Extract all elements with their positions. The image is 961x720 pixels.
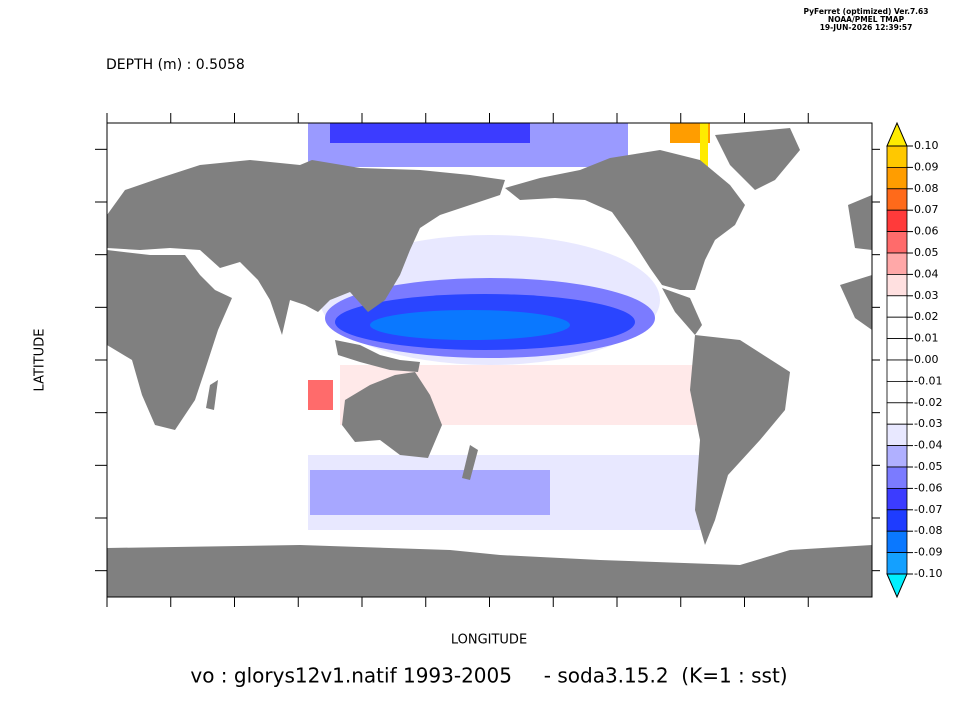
greenland bbox=[715, 128, 800, 190]
colorbar-label: 0.00 bbox=[914, 353, 939, 366]
south-america bbox=[690, 335, 790, 545]
europe-east bbox=[848, 195, 872, 250]
colorbar-segment bbox=[886, 188, 908, 211]
eurasia bbox=[107, 160, 505, 335]
colorbar-label: -0.09 bbox=[914, 546, 942, 559]
data-field bbox=[308, 123, 710, 530]
colorbar-segment bbox=[886, 231, 908, 254]
colorbar-label: 0.03 bbox=[914, 289, 939, 302]
field-blob bbox=[370, 310, 570, 340]
colorbar-segment bbox=[886, 402, 908, 425]
colorbar-under bbox=[886, 573, 908, 599]
australia bbox=[342, 372, 442, 458]
field-band bbox=[310, 470, 550, 515]
colorbar-segment bbox=[886, 423, 908, 447]
north-america bbox=[505, 150, 745, 290]
colorbar-label: 0.08 bbox=[914, 182, 939, 195]
colorbar-segment bbox=[886, 338, 908, 361]
africa bbox=[107, 250, 232, 430]
colorbar-label: 0.10 bbox=[914, 139, 939, 152]
colorbar-label: 0.07 bbox=[914, 203, 939, 216]
colorbar-segment bbox=[886, 273, 908, 297]
colorbar-label: 0.04 bbox=[914, 267, 939, 280]
colorbar-label: 0.09 bbox=[914, 160, 939, 173]
colorbar-segment bbox=[886, 145, 908, 168]
plot-title: vo : glorys12v1.natif 1993-2005 - soda3.… bbox=[190, 664, 787, 688]
colorbar-segment bbox=[886, 359, 908, 382]
colorbar-label: 0.02 bbox=[914, 310, 939, 323]
colorbar-label: -0.03 bbox=[914, 417, 942, 430]
arctic-field bbox=[330, 123, 530, 143]
colorbar-segment bbox=[886, 530, 908, 554]
field-band bbox=[700, 123, 708, 173]
new-zealand bbox=[462, 445, 478, 480]
colorbar-label: -0.10 bbox=[914, 567, 942, 580]
header-line: PyFerret (optimized) Ver.7.63 bbox=[804, 7, 929, 16]
colorbar-segment bbox=[886, 252, 908, 275]
colorbar-segment bbox=[886, 445, 908, 468]
madagascar bbox=[206, 380, 218, 410]
colorbar-label: 0.05 bbox=[914, 246, 939, 259]
colorbar-segment bbox=[886, 295, 908, 318]
indonesia bbox=[335, 340, 420, 372]
colorbar-label: 0.06 bbox=[914, 225, 939, 238]
colorbar-label: -0.07 bbox=[914, 503, 942, 516]
header-line: 19-JUN-2026 12:39:57 bbox=[820, 23, 913, 32]
land bbox=[107, 128, 872, 597]
colorbar-label: -0.02 bbox=[914, 396, 942, 409]
colorbar-over bbox=[886, 121, 908, 147]
colorbar-segment bbox=[886, 166, 908, 190]
colorbar-label: -0.08 bbox=[914, 524, 942, 537]
y-axis-title: LATITUDE bbox=[33, 329, 48, 392]
africa-west bbox=[840, 275, 872, 330]
colorbar-segment bbox=[886, 316, 908, 340]
colorbar-segment bbox=[886, 509, 908, 532]
colorbar-label: -0.06 bbox=[914, 481, 942, 494]
colorbar-label: 0.01 bbox=[914, 332, 939, 345]
colorbar-segment bbox=[886, 380, 908, 404]
colorbar-label: -0.04 bbox=[914, 439, 942, 452]
colorbar-segment bbox=[886, 552, 908, 575]
colorbar-label: -0.01 bbox=[914, 374, 942, 387]
depth-label: DEPTH (m) : 0.5058 bbox=[106, 57, 245, 73]
colorbar-segment bbox=[886, 466, 908, 489]
central-america bbox=[662, 288, 702, 335]
field-band bbox=[308, 380, 333, 410]
colorbar-label: -0.05 bbox=[914, 460, 942, 473]
colorbar-segment bbox=[886, 209, 908, 232]
x-axis-title: LONGITUDE bbox=[451, 633, 527, 648]
colorbar-segment bbox=[886, 487, 908, 511]
antarctica bbox=[107, 545, 872, 597]
header-line: NOAA/PMEL TMAP bbox=[828, 15, 905, 24]
